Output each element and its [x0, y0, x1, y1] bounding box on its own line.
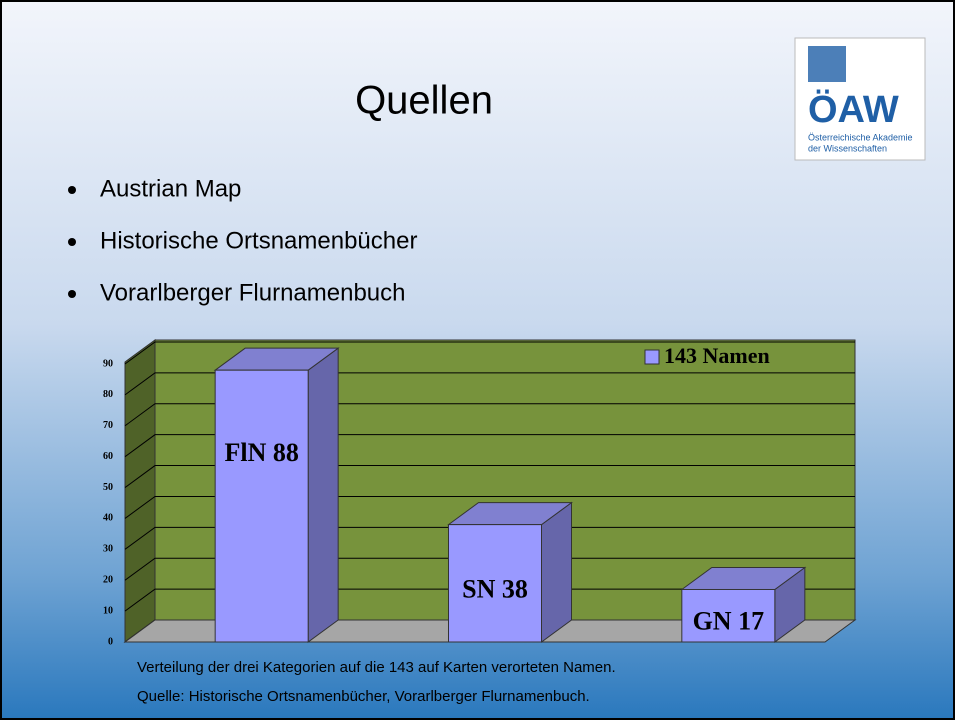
caption: Quelle: Historische Ortsnamenbücher, Vor…	[137, 688, 590, 705]
slide-title: Quellen	[355, 79, 493, 123]
y-tick-label: 90	[103, 358, 113, 369]
logo: ÖAW Österreichische Akademie der Wissens…	[794, 37, 926, 161]
grid-line	[124, 557, 855, 581]
legend-label: 143 Namen	[664, 343, 770, 368]
bar	[681, 588, 776, 643]
bullets: Austrian Map Historische Ortsnamenbücher V…	[68, 175, 417, 306]
bar	[448, 524, 542, 643]
legend-swatch	[644, 349, 660, 365]
value-label: GN 17	[693, 607, 765, 636]
value-label: SN 38	[462, 574, 528, 603]
grid-line	[124, 465, 855, 488]
y-tick-label: 50	[103, 482, 113, 493]
side-wall	[124, 339, 156, 643]
grid-line	[124, 372, 855, 396]
grid-line	[124, 495, 855, 519]
grid-line	[124, 434, 855, 458]
bar	[214, 369, 309, 643]
bullet-text: Historische Ortsnamenbücher	[100, 227, 417, 254]
y-tick-label: 10	[103, 605, 113, 616]
logo-name: ÖAW	[808, 88, 899, 131]
bullet-text: Vorarlberger Flurnamenbuch	[100, 279, 406, 306]
y-tick-label: 30	[103, 544, 113, 555]
bullet-dot	[68, 290, 76, 298]
caption: Verteilung der drei Kategorien auf die 1…	[137, 659, 616, 676]
grid-line	[124, 403, 855, 427]
bar-side	[541, 501, 572, 643]
y-tick-label: 20	[103, 575, 113, 586]
y-tick-label: 40	[103, 513, 113, 524]
grid-line	[124, 341, 855, 365]
y-tick-label: 0	[108, 636, 113, 647]
y-tick-label: 70	[103, 420, 113, 431]
logo-line: der Wissenschaften	[808, 143, 887, 153]
logo-line: Österreichische Akademie	[808, 132, 913, 142]
y-tick-label: 60	[103, 451, 113, 462]
bullet-text: Austrian Map	[100, 175, 241, 202]
bullet-dot	[68, 238, 76, 246]
chart: 0 10 20 30 40 50 60 70 80 90 FlN 88 SN 38 GN 17 143 N…	[103, 339, 857, 647]
grid-line	[124, 526, 855, 550]
grid-line	[124, 588, 855, 612]
logo-building	[808, 46, 846, 82]
bullet-dot	[68, 186, 76, 194]
bar-side	[307, 347, 339, 643]
value-label: FlN 88	[224, 438, 298, 467]
y-tick-label: 80	[103, 389, 113, 400]
